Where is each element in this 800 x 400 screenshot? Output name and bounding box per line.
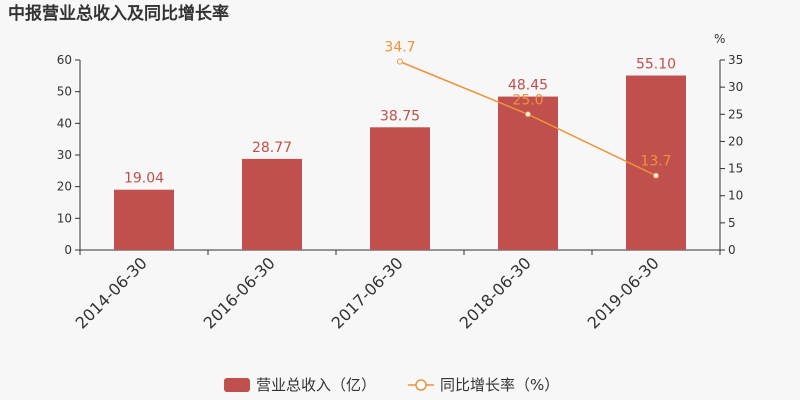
bar-series: 19.04 28.77 38.75 48.45 55.10 [114, 57, 686, 251]
bar-value-label: 48.45 [508, 78, 548, 94]
left-tick-label: 0 [64, 243, 72, 257]
bar[interactable] [370, 127, 430, 250]
chart-title: 中报营业总收入及同比增长率 [8, 3, 229, 24]
bar-value-label: 19.04 [124, 171, 164, 187]
right-tick-label: 25 [728, 107, 743, 121]
bar-value-label: 55.10 [636, 57, 676, 73]
right-tick-label: 10 [728, 189, 743, 203]
right-tick-label: 20 [728, 134, 743, 148]
bar[interactable] [626, 75, 686, 251]
left-tick-label: 50 [57, 85, 72, 99]
bar-value-label: 28.77 [252, 140, 292, 156]
growth-point[interactable] [525, 111, 531, 118]
legend-marker-growth [415, 379, 427, 391]
x-tick-label: 2016-06-30 [200, 253, 279, 332]
bar[interactable] [498, 96, 558, 250]
bar-value-label: 38.75 [380, 108, 420, 124]
left-tick-label: 60 [57, 53, 72, 67]
x-tick-label: 2018-06-30 [456, 253, 535, 332]
right-tick-label: 35 [728, 53, 743, 67]
x-tick-label: 2017-06-30 [328, 253, 407, 332]
right-tick-label: 5 [728, 216, 736, 230]
legend-item-revenue[interactable]: 营业总收入（亿） [224, 376, 376, 394]
x-tick-label: 2019-06-30 [584, 253, 663, 332]
growth-point[interactable] [397, 58, 403, 65]
right-axis-unit: % [714, 32, 725, 46]
right-tick-label: 0 [728, 243, 736, 257]
x-tick-label: 2014-06-30 [72, 253, 151, 332]
left-tick-label: 10 [57, 211, 72, 225]
left-tick-label: 20 [57, 180, 72, 194]
line-series: 34.7 25.0 13.7 [384, 40, 672, 179]
growth-value-label: 13.7 [640, 154, 671, 170]
legend-swatch-revenue [224, 378, 250, 392]
right-tick-label: 30 [728, 80, 743, 94]
growth-value-label: 25.0 [512, 92, 543, 108]
right-tick-label: 15 [728, 162, 743, 176]
legend-label-revenue: 营业总收入（亿） [256, 376, 376, 394]
legend-label-growth: 同比增长率（%） [440, 376, 559, 394]
left-tick-label: 40 [57, 116, 72, 130]
left-tick-label: 30 [57, 148, 72, 162]
bar[interactable] [242, 158, 302, 250]
growth-value-label: 34.7 [384, 40, 415, 56]
legend: 营业总收入（亿） 同比增长率（%） [224, 376, 559, 394]
legend-item-growth[interactable]: 同比增长率（%） [408, 376, 559, 394]
growth-point[interactable] [653, 172, 659, 179]
bar[interactable] [114, 189, 174, 250]
